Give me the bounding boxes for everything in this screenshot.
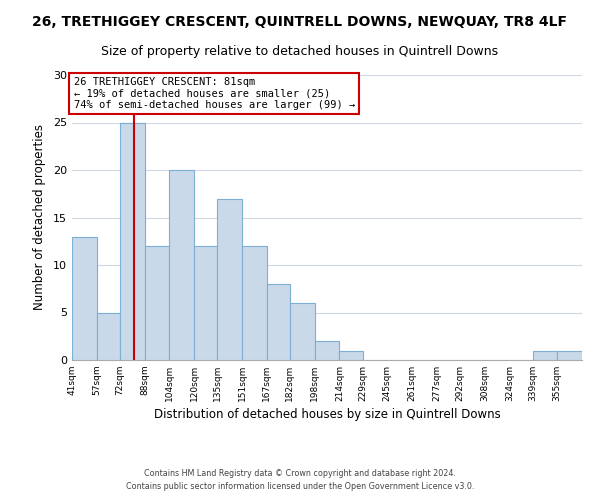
Bar bbox=[145, 246, 169, 360]
Bar bbox=[242, 246, 267, 360]
Bar bbox=[194, 246, 217, 360]
Text: 26 TRETHIGGEY CRESCENT: 81sqm
← 19% of detached houses are smaller (25)
74% of s: 26 TRETHIGGEY CRESCENT: 81sqm ← 19% of d… bbox=[74, 77, 355, 110]
Bar bbox=[217, 198, 242, 360]
Bar bbox=[533, 350, 557, 360]
Bar bbox=[169, 170, 194, 360]
Bar bbox=[314, 341, 340, 360]
Bar bbox=[120, 122, 145, 360]
X-axis label: Distribution of detached houses by size in Quintrell Downs: Distribution of detached houses by size … bbox=[154, 408, 500, 421]
Bar bbox=[97, 312, 120, 360]
Bar bbox=[72, 236, 97, 360]
Text: Contains HM Land Registry data © Crown copyright and database right 2024.: Contains HM Land Registry data © Crown c… bbox=[144, 468, 456, 477]
Bar bbox=[267, 284, 290, 360]
Text: Contains public sector information licensed under the Open Government Licence v3: Contains public sector information licen… bbox=[126, 482, 474, 491]
Bar bbox=[340, 350, 362, 360]
Bar bbox=[290, 303, 314, 360]
Text: 26, TRETHIGGEY CRESCENT, QUINTRELL DOWNS, NEWQUAY, TR8 4LF: 26, TRETHIGGEY CRESCENT, QUINTRELL DOWNS… bbox=[32, 15, 568, 29]
Y-axis label: Number of detached properties: Number of detached properties bbox=[33, 124, 46, 310]
Bar bbox=[557, 350, 582, 360]
Text: Size of property relative to detached houses in Quintrell Downs: Size of property relative to detached ho… bbox=[101, 45, 499, 58]
